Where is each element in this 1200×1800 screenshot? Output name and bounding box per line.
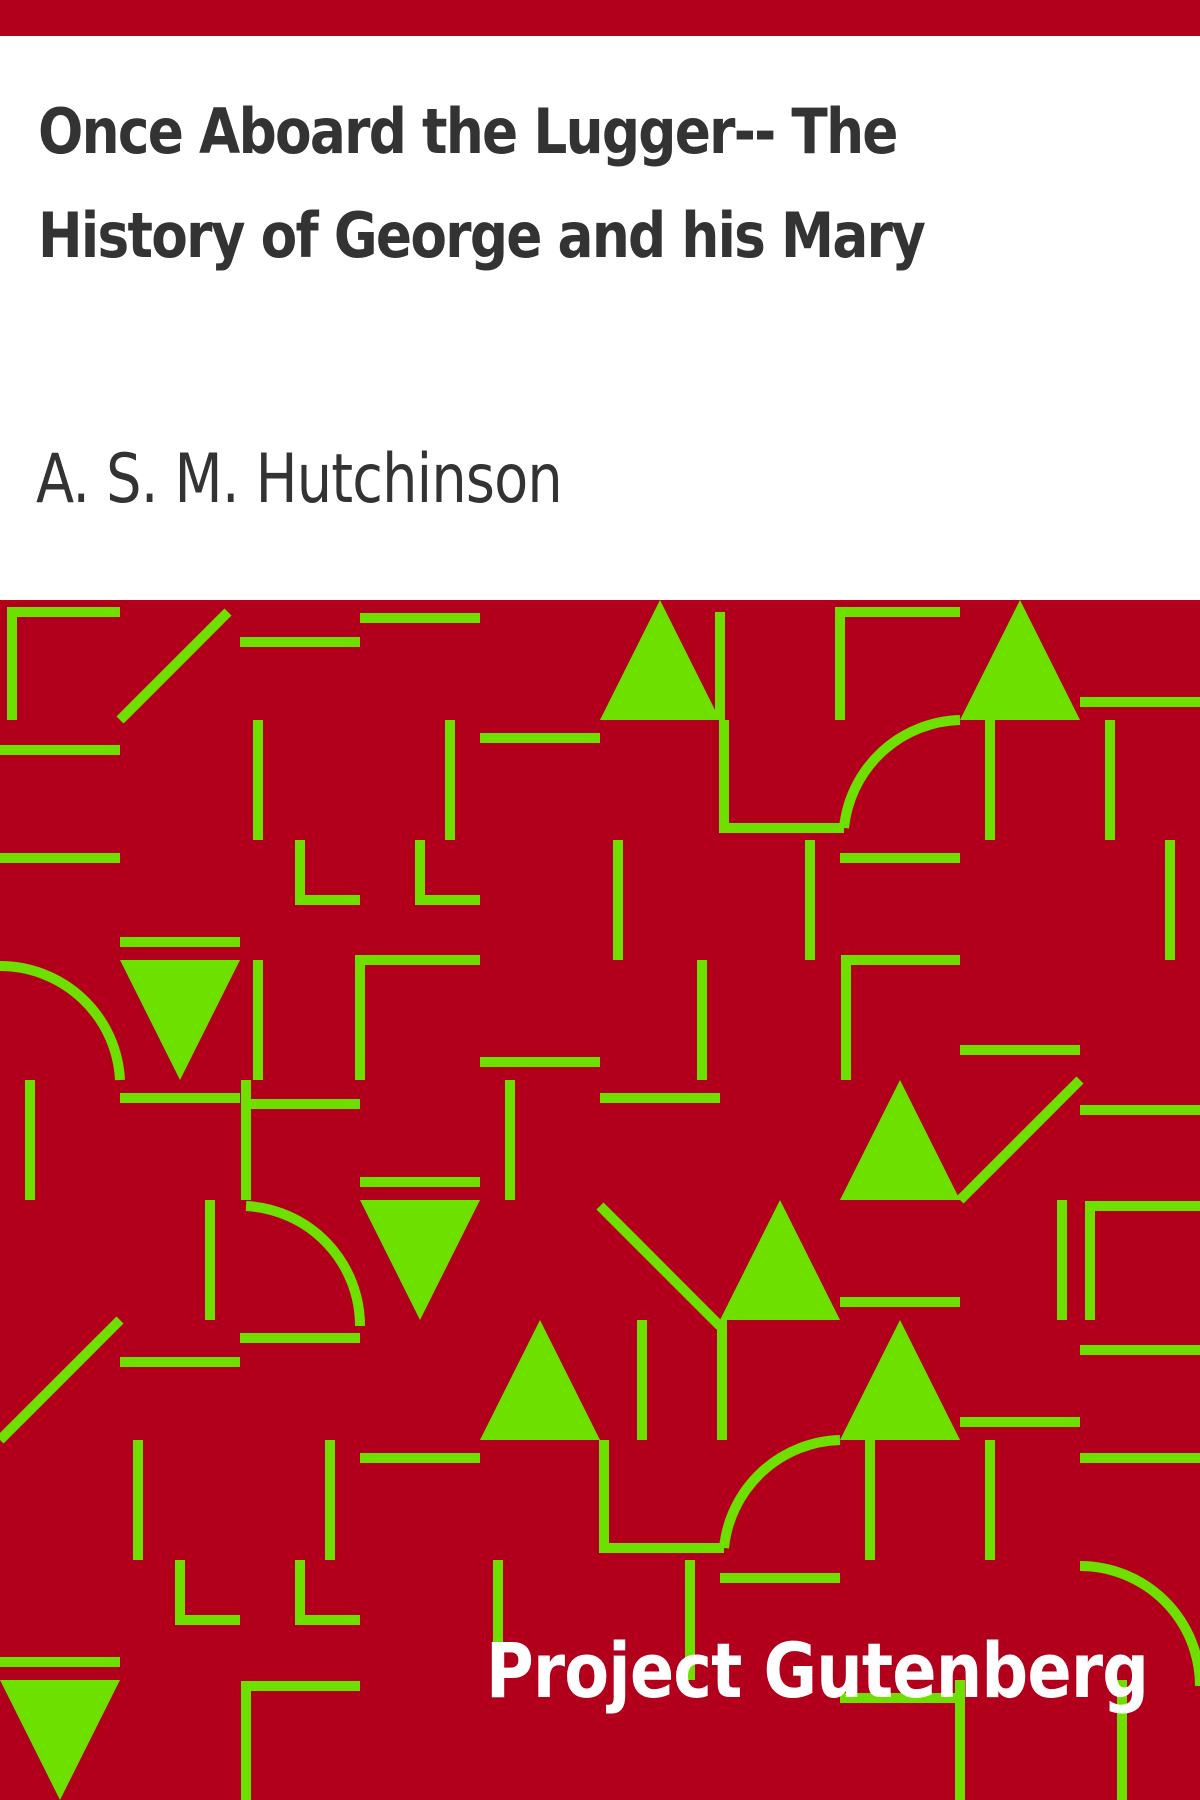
publisher-name: Project Gutenberg [485, 1626, 1149, 1715]
book-title: Once Aboard the Lugger-- The History of … [38, 95, 926, 272]
top-color-bar [0, 0, 1200, 36]
cover-pattern [0, 600, 1200, 1800]
book-author: A. S. M. Hutchinson [36, 440, 563, 519]
